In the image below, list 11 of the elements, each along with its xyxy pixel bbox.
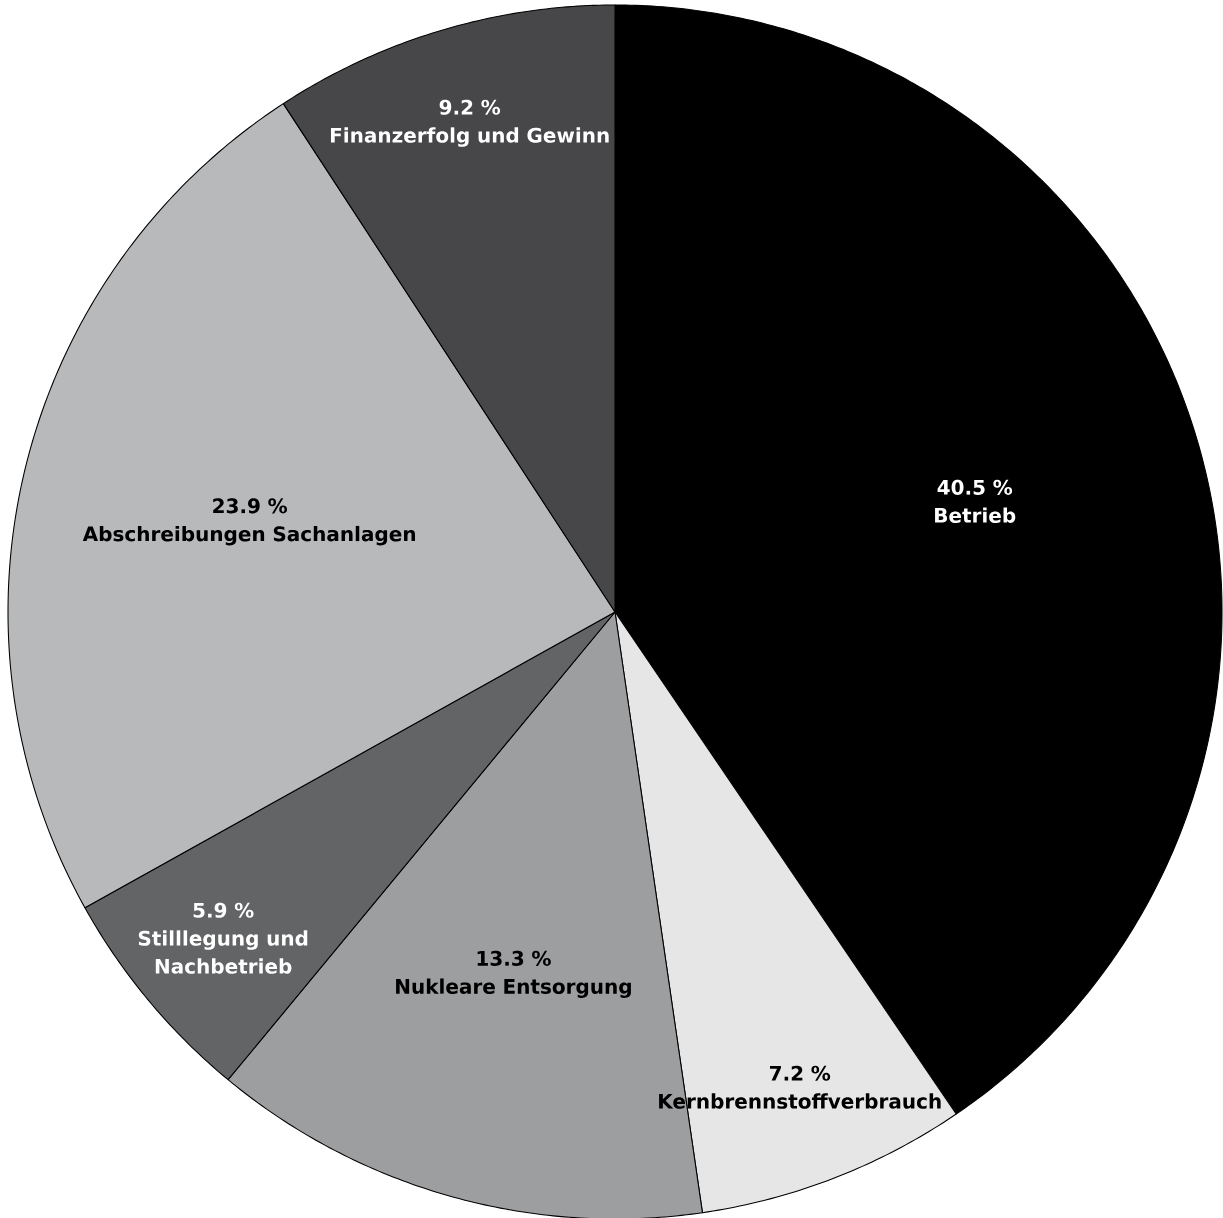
data-label: 7.2 %: [770, 1065, 831, 1081]
data-label: 5.9 %: [193, 902, 254, 918]
slice-label: Betrieb: [935, 507, 1016, 523]
slice-label: Stilllegung und Nachbetrieb: [138, 930, 308, 974]
slice-label: Nukleare Entsorgung: [396, 978, 631, 998]
data-label: 40.5 %: [937, 479, 1013, 495]
data-label: 9.2 %: [439, 99, 501, 115]
slice-label: Abschreibungen Sachanlagen: [82, 525, 415, 546]
data-label: 13.3 %: [477, 950, 551, 966]
slice-label: Finanzerfolg und Gewinn: [330, 127, 609, 147]
data-label: 23.9 %: [213, 498, 288, 514]
